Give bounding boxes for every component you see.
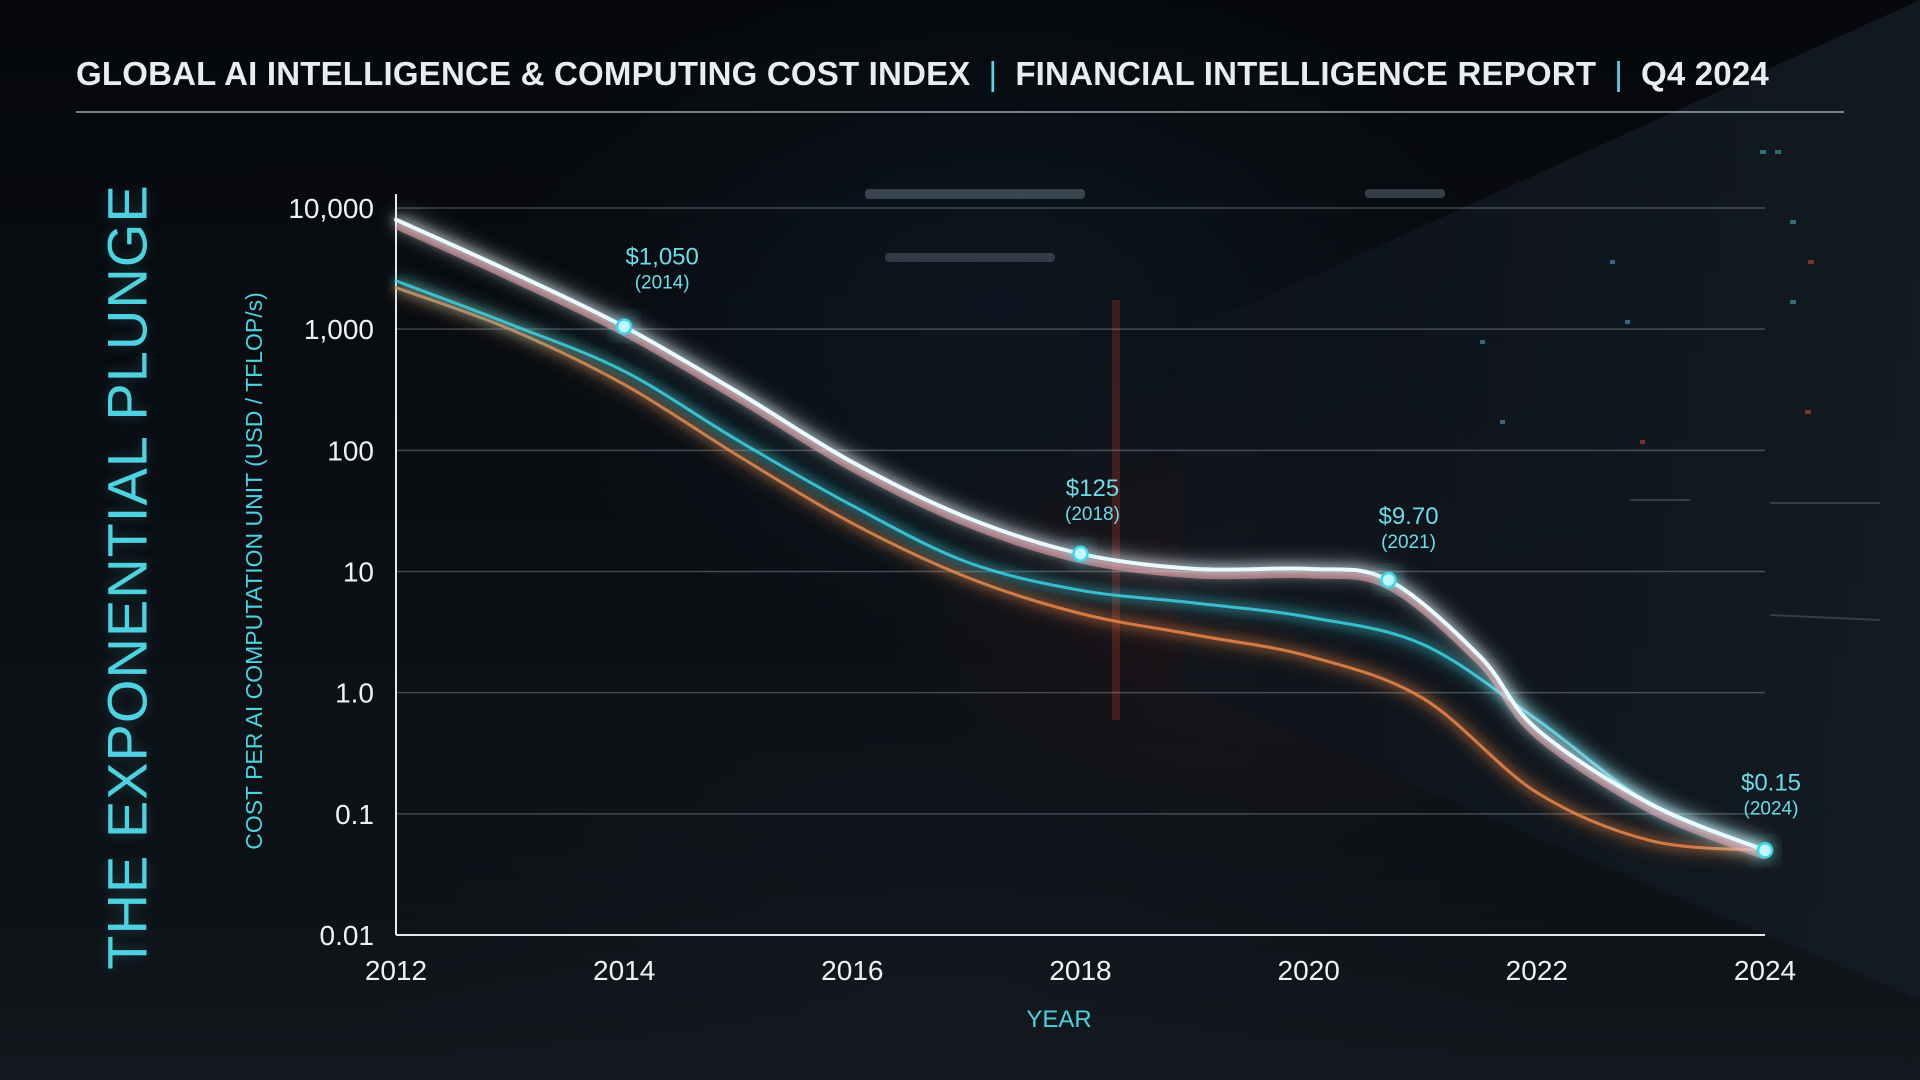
- report-header: GLOBAL AI INTELLIGENCE & COMPUTING COST …: [76, 52, 1846, 96]
- x-axis-title: YEAR: [1026, 1006, 1091, 1033]
- y-tick-label: 100: [327, 435, 374, 466]
- annotation-marker: [1072, 545, 1089, 563]
- series-line-0: [393, 213, 1768, 860]
- y-tick-label: 1,000: [304, 314, 374, 345]
- series-path: [394, 286, 1767, 852]
- x-tick-label: 2020: [1278, 955, 1340, 986]
- annotation-marker: [1756, 842, 1774, 859]
- x-tick-label: 2012: [365, 955, 427, 986]
- annotation: $0.15(2024): [1741, 769, 1801, 863]
- header-title: GLOBAL AI INTELLIGENCE & COMPUTING COST …: [76, 55, 971, 92]
- header-period: Q4 2024: [1640, 55, 1769, 92]
- annotation: $9.70(2021): [1376, 503, 1439, 593]
- header-separator: |: [988, 55, 998, 92]
- x-tick-label: 2018: [1049, 955, 1111, 986]
- annotation-value: $9.70: [1378, 503, 1438, 530]
- annotation-marker: [615, 318, 633, 335]
- series-edge: [394, 222, 1767, 860]
- x-tick-label: 2024: [1734, 955, 1796, 986]
- y-tick-label: 10,000: [288, 193, 374, 224]
- annotation-year: (2024): [1744, 798, 1799, 819]
- y-axis-title: COST PER AI COMPUTATION UNIT (USD / TFLO…: [241, 292, 267, 850]
- x-tick-label: 2022: [1506, 955, 1568, 986]
- series-line-1: [394, 276, 1767, 855]
- series-path: [394, 279, 1767, 852]
- annotation: $1,050(2014): [612, 244, 699, 339]
- tick-labels: 10,000 1,000 100 10 1.0 0.1 0.01 2012 2014 2016 20…: [288, 193, 1796, 986]
- annotation-year: (2021): [1381, 532, 1436, 553]
- annotation-value: $1,050: [625, 244, 698, 271]
- annotation-year: (2014): [635, 273, 690, 294]
- annotation: $125(2018): [1065, 475, 1120, 566]
- y-tick-label: 0.1: [335, 799, 374, 830]
- annotation-value: $0.15: [1741, 769, 1801, 796]
- y-tick-label: 10: [343, 557, 374, 588]
- axes: [395, 194, 1765, 936]
- annotations: $1,050(2014)$125(2018) $9.70(2021)$0.15(2…: [612, 244, 1801, 863]
- header-divider: [76, 111, 1844, 113]
- annotation-marker: [1380, 571, 1397, 589]
- y-tick-label: 0.01: [320, 920, 375, 951]
- x-tick-label: 2016: [821, 955, 883, 986]
- header-separator: |: [1614, 55, 1623, 92]
- y-tick-label: 1.0: [335, 678, 374, 709]
- annotation-year: (2018): [1065, 504, 1120, 525]
- x-tick-label: 2014: [593, 955, 655, 986]
- series-lines: [393, 213, 1768, 860]
- header-report-name: FINANCIAL INTELLIGENCE REPORT: [1015, 55, 1597, 92]
- annotation-value: $125: [1066, 475, 1119, 502]
- series-line-2: [394, 283, 1767, 856]
